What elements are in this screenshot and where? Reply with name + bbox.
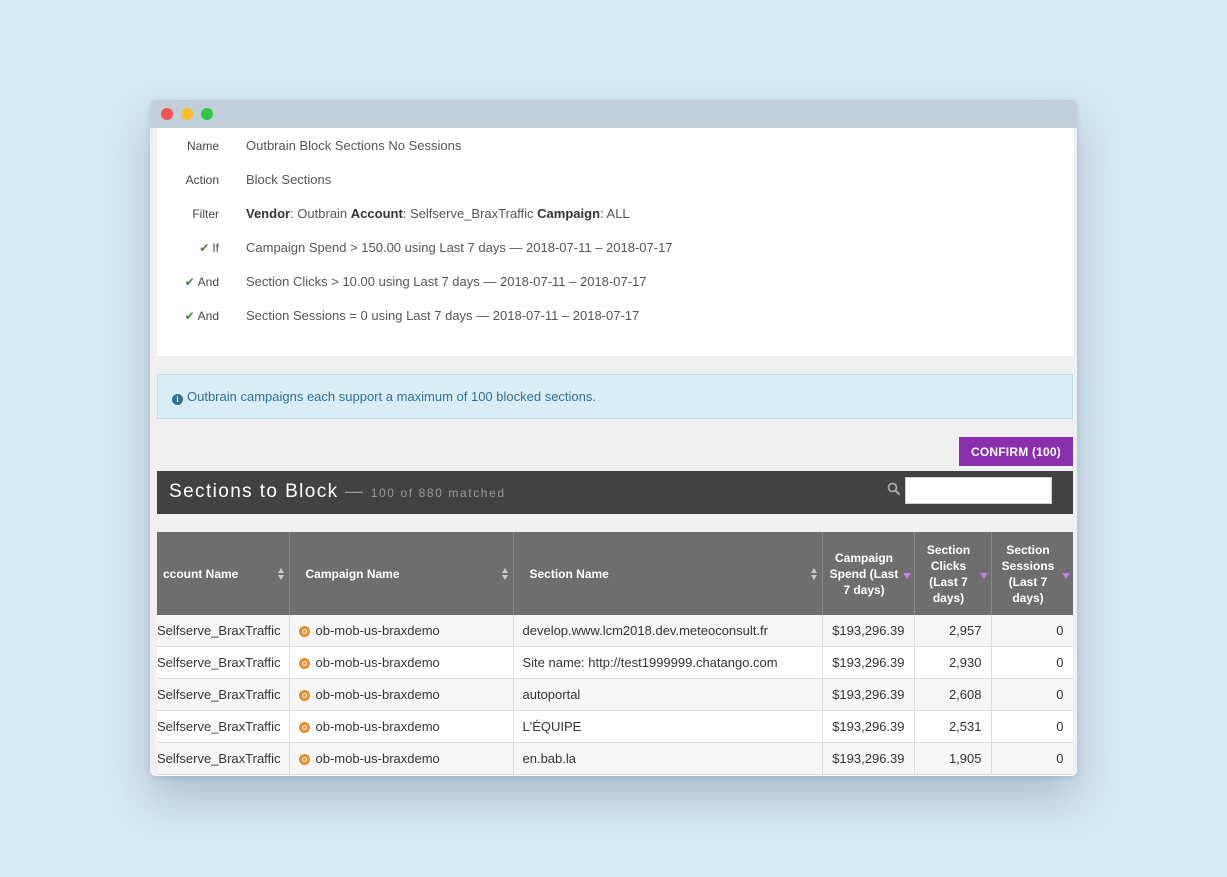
- cell-spend: $193,296.39: [822, 742, 915, 775]
- cell-clicks: 2,957: [914, 615, 992, 647]
- table-row[interactable]: Selfserve_BraxTraffic ob-mob-us-braxdemo…: [157, 615, 1073, 647]
- cell-sessions: 0: [991, 615, 1073, 647]
- checkmark-icon: ✔: [199, 241, 210, 255]
- condition-label: ✔ If: [199, 241, 219, 255]
- sections-table-container: ccount Name Campaign Name Section Name C…: [157, 532, 1073, 776]
- info-icon: i: [172, 394, 183, 405]
- filter-vendor-value: : Outbrain: [290, 206, 351, 221]
- sort-icon: [501, 568, 508, 580]
- cell-section: develop.www.lcm2018.dev.meteoconsult.fr: [513, 615, 823, 647]
- cell-spend: $193,296.39: [822, 678, 915, 711]
- cell-campaign: ob-mob-us-braxdemo: [289, 742, 514, 775]
- rule-filter-value: Vendor: Outbrain Account: Selfserve_Brax…: [246, 204, 630, 224]
- rule-name-label: Name: [186, 139, 219, 153]
- table-header-row: ccount Name Campaign Name Section Name C…: [157, 532, 1073, 615]
- sort-desc-icon: [902, 573, 911, 579]
- cell-account: Selfserve_BraxTraffic: [157, 615, 290, 647]
- cell-section: L'ÉQUIPE: [513, 710, 823, 743]
- cell-clicks: 2,531: [914, 710, 992, 743]
- sort-desc-icon: [979, 573, 988, 579]
- table-row[interactable]: Selfserve_BraxTraffic ob-mob-us-braxdemo…: [157, 678, 1073, 711]
- cell-section: autoportal: [513, 678, 823, 711]
- cell-campaign: ob-mob-us-braxdemo: [289, 710, 514, 743]
- rule-name-value: Outbrain Block Sections No Sessions: [246, 138, 462, 153]
- maximize-window-button[interactable]: [201, 108, 213, 120]
- search-icon: [887, 482, 901, 496]
- cell-section: Site name: http://test1999999.chatango.c…: [513, 646, 823, 679]
- window-titlebar: [150, 100, 1077, 128]
- close-window-button[interactable]: [161, 108, 173, 120]
- filter-campaign-value: : ALL: [600, 206, 630, 221]
- minimize-window-button[interactable]: [181, 108, 193, 120]
- condition-text: Section Clicks > 10.00 using Last 7 days…: [246, 274, 647, 289]
- cell-clicks: 2,930: [914, 646, 992, 679]
- cell-account: Selfserve_BraxTraffic: [157, 678, 290, 711]
- info-alert: i Outbrain campaigns each support a maxim…: [157, 374, 1073, 419]
- filter-campaign-key: Campaign: [537, 206, 601, 221]
- alert-text: Outbrain campaigns each support a maximu…: [187, 389, 596, 404]
- column-header-spend[interactable]: Campaign Spend (Last 7 days): [822, 532, 915, 615]
- outbrain-icon: [298, 754, 310, 765]
- outbrain-icon: [298, 658, 310, 669]
- cell-clicks: 2,608: [914, 678, 992, 711]
- cell-sessions: 0: [991, 710, 1073, 743]
- filter-account-key: Account: [350, 206, 403, 221]
- condition-label: ✔ And: [184, 275, 219, 289]
- cell-sessions: 0: [991, 646, 1073, 679]
- filter-vendor-key: Vendor: [246, 206, 291, 221]
- table-row[interactable]: Selfserve_BraxTraffic ob-mob-us-braxdemo…: [157, 710, 1073, 743]
- app-window: Name Outbrain Block Sections No Sessions…: [150, 100, 1077, 776]
- sections-title-dash: —: [338, 481, 371, 501]
- condition-text: Section Sessions = 0 using Last 7 days —…: [246, 308, 640, 323]
- rule-filter-label: Filter: [192, 207, 219, 221]
- sort-icon: [277, 568, 284, 580]
- rule-action-value: Block Sections: [246, 172, 332, 187]
- column-header-sessions[interactable]: Section Sessions (Last 7 days): [991, 532, 1073, 615]
- outbrain-icon: [298, 722, 310, 733]
- cell-account: Selfserve_BraxTraffic: [157, 710, 290, 743]
- checkmark-icon: ✔: [184, 275, 195, 289]
- column-header-campaign[interactable]: Campaign Name: [289, 532, 514, 615]
- outbrain-icon: [298, 690, 310, 701]
- checkmark-icon: ✔: [184, 309, 195, 323]
- cell-sessions: 0: [991, 742, 1073, 775]
- cell-campaign: ob-mob-us-braxdemo: [289, 678, 514, 711]
- search-input[interactable]: [905, 477, 1052, 504]
- cell-account: Selfserve_BraxTraffic: [157, 646, 290, 679]
- cell-spend: $193,296.39: [822, 710, 915, 743]
- sections-table: ccount Name Campaign Name Section Name C…: [157, 532, 1073, 775]
- rule-action-label: Action: [185, 173, 219, 187]
- column-header-clicks[interactable]: Section Clicks (Last 7 days): [914, 532, 992, 615]
- rule-summary-panel: Name Outbrain Block Sections No Sessions…: [157, 128, 1074, 356]
- sections-matched-count: 100 of 880 matched: [370, 486, 506, 500]
- cell-account: Selfserve_BraxTraffic: [157, 742, 290, 775]
- filter-account-value: : Selfserve_BraxTraffic: [402, 206, 538, 221]
- sort-desc-icon: [1061, 573, 1070, 579]
- column-header-account[interactable]: ccount Name: [157, 532, 290, 615]
- sections-header-bar: Sections to Block — 100 of 880 matched: [157, 471, 1073, 514]
- sections-title: Sections to Block — 100 of 880 matched: [169, 481, 506, 503]
- outbrain-icon: [298, 626, 310, 637]
- cell-campaign: ob-mob-us-braxdemo: [289, 615, 514, 647]
- cell-spend: $193,296.39: [822, 615, 915, 647]
- table-row[interactable]: Selfserve_BraxTraffic ob-mob-us-braxdemo…: [157, 646, 1073, 679]
- table-row[interactable]: Selfserve_BraxTraffic ob-mob-us-braxdemo…: [157, 742, 1073, 775]
- confirm-button[interactable]: CONFIRM (100): [959, 437, 1073, 466]
- cell-section: en.bab.la: [513, 742, 823, 775]
- column-header-section[interactable]: Section Name: [513, 532, 823, 615]
- condition-text: Campaign Spend > 150.00 using Last 7 day…: [246, 240, 673, 255]
- cell-clicks: 1,905: [914, 742, 992, 775]
- sections-title-text: Sections to Block: [169, 481, 339, 502]
- cell-campaign: ob-mob-us-braxdemo: [289, 646, 514, 679]
- cell-spend: $193,296.39: [822, 646, 915, 679]
- cell-sessions: 0: [991, 678, 1073, 711]
- condition-label: ✔ And: [184, 309, 219, 323]
- sort-icon: [810, 568, 817, 580]
